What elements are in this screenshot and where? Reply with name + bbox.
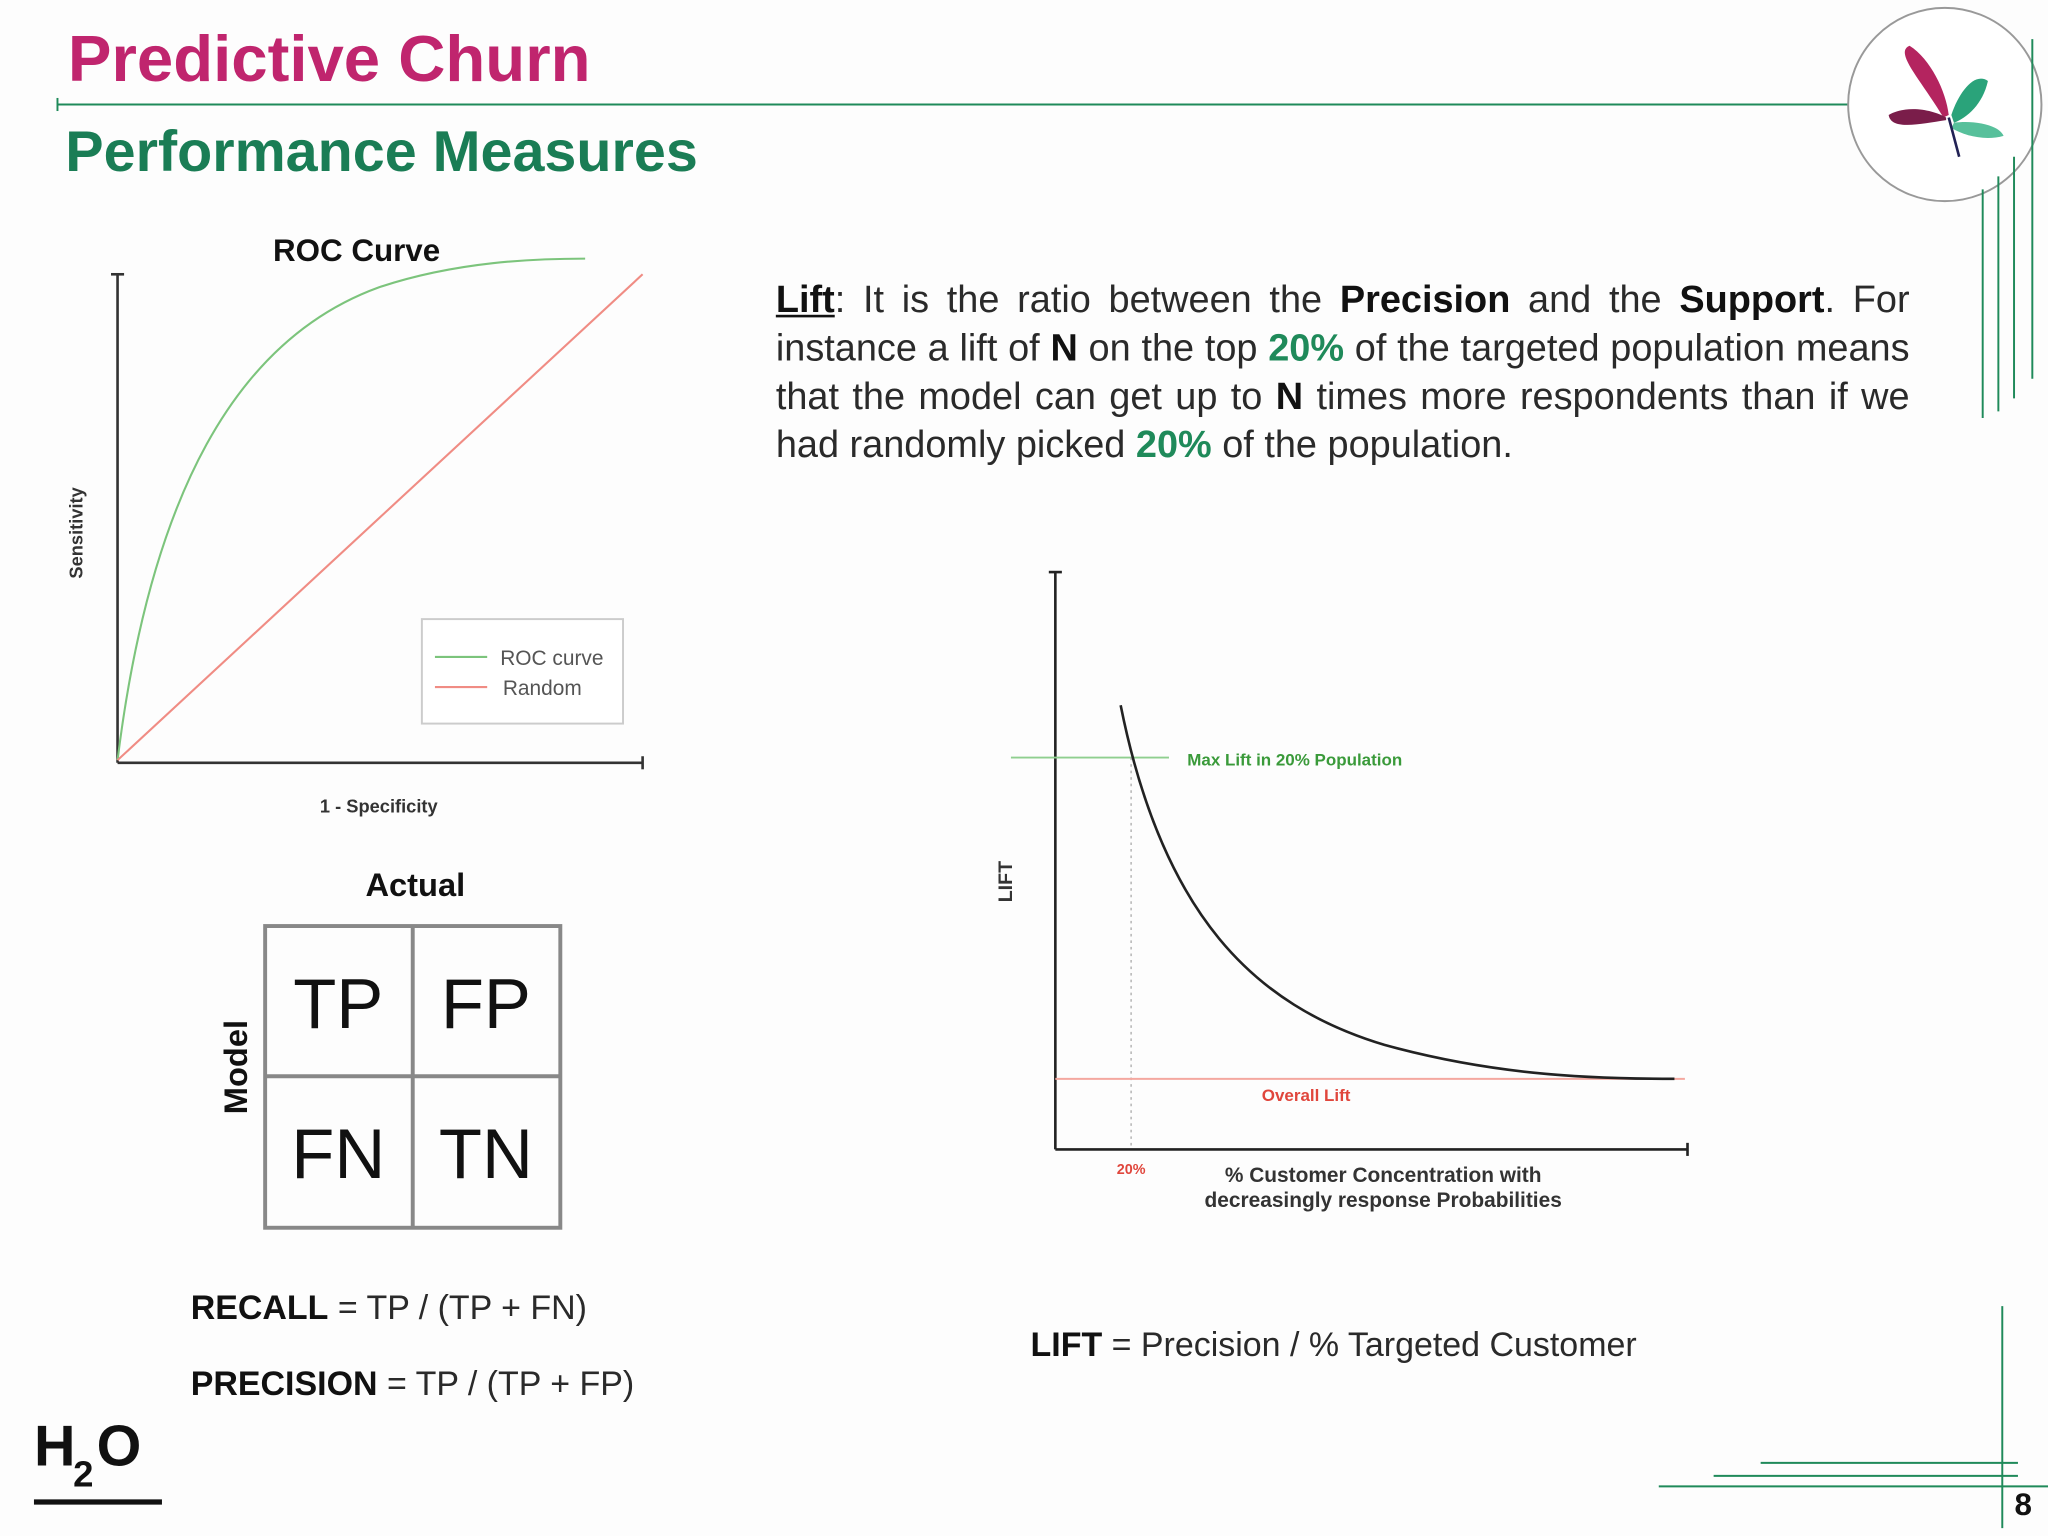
h2o-logo: H 2 O (33, 1414, 162, 1505)
legend-label: ROC curve (500, 647, 603, 670)
text-run: times more respondents than if we had ra… (775, 376, 1910, 467)
max-lift-label: Max Lift in 20% Population (1187, 750, 1402, 769)
logo-text: O (97, 1414, 142, 1478)
formula-text: = Precision / % Targeted Customer (1102, 1324, 1637, 1364)
roc-curve (116, 257, 586, 761)
text-run: : It is the ratio between the (834, 279, 1340, 322)
overall-lift-label: Overall Lift (1262, 1086, 1351, 1105)
formula-term: RECALL (190, 1287, 329, 1328)
lift-x-label: % Customer Concentration with (1225, 1164, 1542, 1187)
text-run: . For instance a lift of (775, 279, 1910, 370)
term: N (1275, 376, 1304, 418)
roc-x-label: 1 - Specificity (320, 795, 439, 816)
lift-x-label: decreasingly response Probabilities (1205, 1189, 1562, 1212)
roc-y-label: Sensitivity (65, 486, 86, 578)
text-run: of the population. (1211, 424, 1513, 467)
subtitle: Performance Measures (65, 120, 698, 185)
term: Support (1679, 279, 1825, 322)
lift-formula: LIFT = Precision / % Targeted Customer (1031, 1324, 1637, 1364)
roc-title: ROC Curve (273, 233, 440, 268)
formula-term: PRECISION (190, 1363, 378, 1403)
title: Predictive Churn (67, 22, 591, 96)
legend-label: Random (503, 677, 582, 700)
text-run: and the (1510, 279, 1680, 322)
text-run: on the top (1077, 327, 1269, 370)
logo-text: H (34, 1414, 76, 1478)
text-run: of the targeted population means that th… (775, 327, 1910, 418)
row-label: Model (217, 1020, 254, 1114)
column-label: Actual (365, 866, 465, 903)
lift-curve (1119, 705, 1675, 1081)
roc-chart: ROC curve Random ROC Curve 1 - Specifici… (65, 233, 644, 816)
butterfly (1888, 45, 2004, 158)
matrix-cell: FN (291, 1114, 385, 1193)
logo-text: 2 (73, 1453, 93, 1494)
matrix-cell: TP (293, 964, 383, 1043)
page-number: 8 (2014, 1487, 2031, 1522)
random-line (116, 273, 644, 761)
lift-y-label: LIFT (995, 861, 1017, 902)
term: N (1050, 327, 1078, 370)
formula-text: = TP / (TP + FN) (328, 1287, 587, 1328)
formula-term: LIFT (1030, 1324, 1103, 1364)
lift-definition: Lift: It is the ratio between the Precis… (776, 277, 1910, 470)
highlight: 20% (1268, 327, 1345, 370)
matrix-cell: FP (441, 964, 531, 1043)
lift-chart: Max Lift in 20% Population Overall Lift … (995, 570, 1689, 1212)
x-tick-label: 20% (1117, 1162, 1146, 1178)
confusion-matrix: Actual Model TP FP FN TN (217, 866, 563, 1230)
decor-lines (1658, 39, 2048, 1529)
term: Lift (775, 279, 835, 322)
term: Precision (1339, 279, 1511, 322)
highlight: 20% (1135, 424, 1212, 467)
recall-formula: RECALL = TP / (TP + FN) (191, 1288, 587, 1328)
matrix-cell: TN (439, 1114, 533, 1193)
formula-text: = TP / (TP + FP) (377, 1363, 635, 1403)
precision-formula: PRECISION = TP / (TP + FP) (191, 1364, 634, 1404)
roc-legend (420, 618, 624, 725)
